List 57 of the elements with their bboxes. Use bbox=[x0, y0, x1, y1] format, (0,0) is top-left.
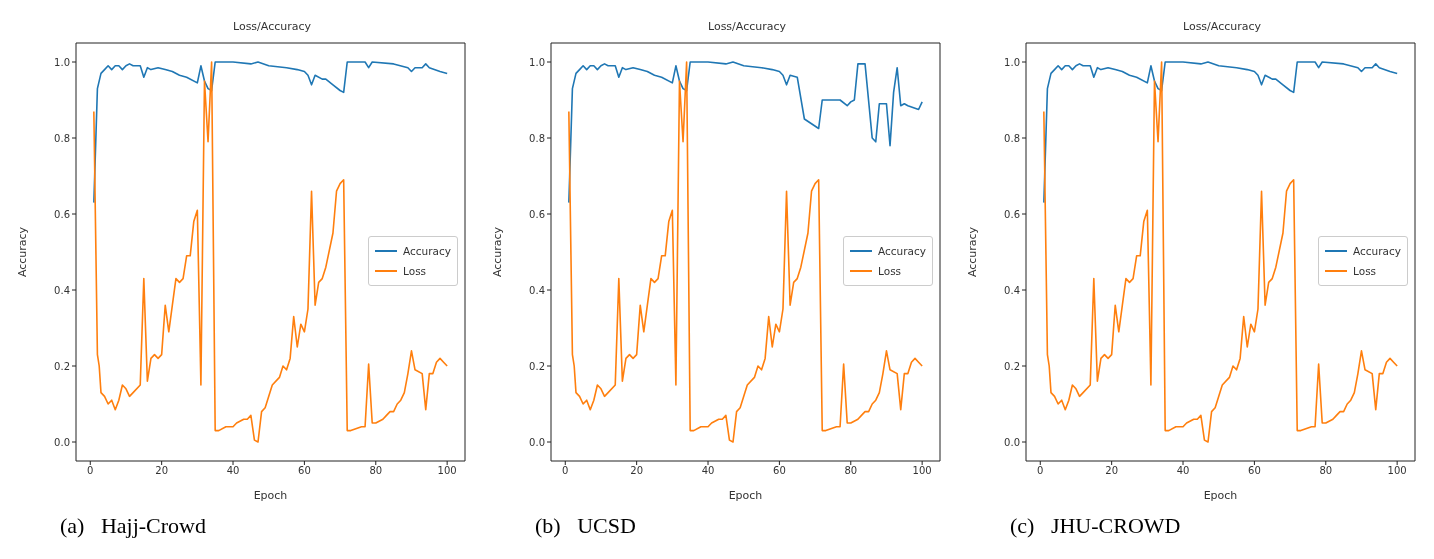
chart-title: Loss/Accuracy bbox=[1181, 20, 1263, 33]
chart-title: Loss/Accuracy bbox=[231, 20, 313, 33]
x-tick-label: 80 bbox=[369, 465, 383, 477]
x-tick-label: 100 bbox=[912, 465, 932, 477]
y-tick-label: 0.6 bbox=[529, 208, 545, 220]
y-tick-label: 0.8 bbox=[529, 132, 545, 144]
y-tick-label: 0.2 bbox=[529, 360, 545, 372]
y-tick-label: 0.0 bbox=[529, 436, 545, 448]
x-tick-label: 100 bbox=[437, 465, 457, 477]
x-tick-label: 0 bbox=[562, 465, 569, 477]
text: (c) JHU-CROWD bbox=[1010, 513, 1182, 539]
y-tick-label: 0.4 bbox=[529, 284, 545, 296]
x-tick-label: 20 bbox=[630, 465, 644, 477]
y-tick-label: 0.8 bbox=[54, 132, 70, 144]
chart-title: Loss/Accuracy bbox=[706, 20, 788, 33]
line-series bbox=[1043, 61, 1398, 204]
y-tick-label: 1.0 bbox=[1004, 56, 1020, 68]
y-tick-label: 0.0 bbox=[1004, 436, 1020, 448]
y-axis-title: Accuracy bbox=[15, 226, 29, 278]
x-axis-title: Epoch bbox=[1203, 489, 1238, 502]
x-axis-title: Epoch bbox=[728, 489, 763, 502]
legend-label: Loss bbox=[878, 264, 902, 279]
x-tick-label: 40 bbox=[1176, 465, 1190, 477]
y-tick-label: 0.8 bbox=[1004, 132, 1020, 144]
x-tick-label: 80 bbox=[1319, 465, 1333, 477]
y-tick-label: 0.0 bbox=[54, 436, 70, 448]
x-tick-label: 20 bbox=[1105, 465, 1119, 477]
legend-label: Accuracy bbox=[1353, 244, 1401, 259]
x-tick-label: 80 bbox=[844, 465, 858, 477]
y-tick-label: 0.2 bbox=[1004, 360, 1020, 372]
text: (a) Hajj-Crowd bbox=[60, 513, 207, 539]
legend-label: Accuracy bbox=[878, 244, 926, 259]
x-tick-label: 40 bbox=[701, 465, 715, 477]
y-axis-title: Accuracy bbox=[965, 226, 979, 278]
legend-label: Loss bbox=[403, 264, 427, 279]
x-tick-label: 0 bbox=[87, 465, 94, 477]
text: (b) UCSD bbox=[535, 513, 637, 539]
line-series bbox=[568, 61, 923, 204]
y-axis-title: Accuracy bbox=[490, 226, 504, 278]
y-tick-label: 1.0 bbox=[529, 56, 545, 68]
x-tick-label: 60 bbox=[298, 465, 311, 477]
legend-label: Accuracy bbox=[403, 244, 451, 259]
line-series bbox=[93, 61, 448, 204]
y-tick-label: 0.4 bbox=[1004, 284, 1020, 296]
legend-label: Loss bbox=[1353, 264, 1377, 279]
x-tick-label: 60 bbox=[1248, 465, 1261, 477]
x-axis-title: Epoch bbox=[253, 489, 288, 502]
x-tick-label: 0 bbox=[1037, 465, 1044, 477]
x-tick-label: 100 bbox=[1387, 465, 1407, 477]
y-tick-label: 0.4 bbox=[54, 284, 70, 296]
y-tick-label: 0.6 bbox=[1004, 208, 1020, 220]
x-tick-label: 40 bbox=[226, 465, 240, 477]
y-tick-label: 1.0 bbox=[54, 56, 70, 68]
x-tick-label: 60 bbox=[773, 465, 786, 477]
y-tick-label: 0.6 bbox=[54, 208, 70, 220]
y-tick-label: 0.2 bbox=[54, 360, 70, 372]
x-tick-label: 20 bbox=[155, 465, 169, 477]
